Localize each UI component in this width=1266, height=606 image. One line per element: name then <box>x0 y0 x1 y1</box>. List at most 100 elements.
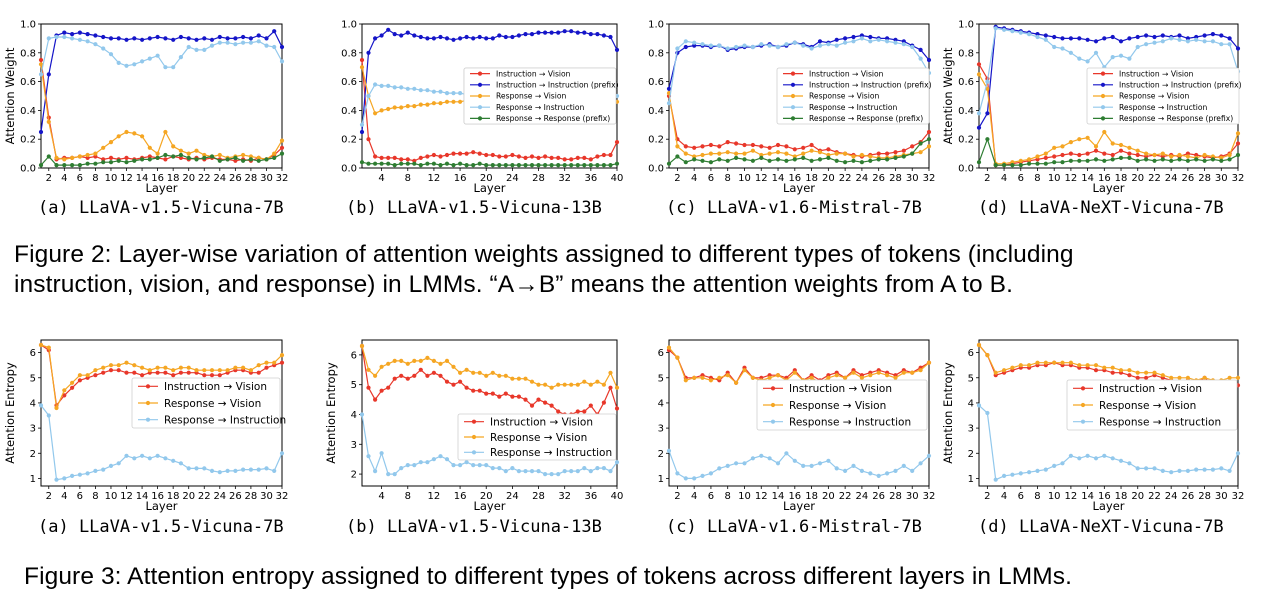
data-point <box>759 155 764 160</box>
data-point <box>46 119 51 124</box>
x-tick-label: 8 <box>405 173 411 184</box>
data-point <box>543 382 548 387</box>
data-point <box>1110 456 1115 461</box>
data-point <box>1052 154 1057 159</box>
data-point <box>233 158 238 163</box>
data-point <box>1219 466 1224 471</box>
data-point <box>116 363 121 368</box>
data-point <box>543 400 548 405</box>
data-point <box>386 385 391 390</box>
data-point <box>1135 152 1140 158</box>
legend-box <box>463 67 617 125</box>
data-point <box>503 373 508 378</box>
data-point <box>1160 373 1165 378</box>
data-point <box>464 163 469 168</box>
x-tick-label: 6 <box>708 173 714 184</box>
series-line <box>668 450 930 479</box>
data-point <box>536 469 541 474</box>
x-tick-label: 24 <box>213 491 226 502</box>
data-point <box>759 42 764 47</box>
data-point <box>1018 163 1023 168</box>
data-point <box>464 385 469 390</box>
x-tick-label: 6 <box>77 173 83 184</box>
data-point <box>675 46 680 51</box>
legend-box <box>1066 379 1238 431</box>
x-tick-label: 30 <box>260 173 273 184</box>
data-point <box>451 382 456 387</box>
data-point <box>759 152 764 158</box>
data-point <box>859 468 865 473</box>
data-point <box>1077 363 1082 368</box>
x-tick-label: 14 <box>772 491 785 502</box>
data-point <box>817 43 823 48</box>
data-point <box>147 157 152 162</box>
data-point <box>225 40 230 45</box>
legend-label: Response → Vision <box>1099 400 1196 412</box>
series-line <box>361 59 618 162</box>
data-point <box>588 403 593 408</box>
data-point <box>767 375 772 380</box>
data-point <box>186 36 191 41</box>
x-tick-label: 8 <box>725 173 731 184</box>
data-point <box>523 163 528 168</box>
data-point <box>399 466 404 471</box>
data-point <box>108 140 114 145</box>
data-point <box>458 463 463 468</box>
series-instruction_instruction <box>359 27 620 135</box>
data-point <box>379 388 384 393</box>
data-point <box>202 155 207 160</box>
data-point <box>248 467 253 472</box>
figure2-caption-line1: Layer-wise variation of attention weight… <box>118 241 1074 268</box>
data-point <box>1110 34 1115 40</box>
data-point <box>202 47 207 53</box>
data-point <box>1027 157 1032 162</box>
y-tick-label: 0.4 <box>341 106 357 117</box>
y-tick-label: 0.6 <box>648 77 664 88</box>
data-point <box>1135 34 1140 40</box>
data-point <box>431 152 436 158</box>
data-point <box>1010 163 1015 168</box>
data-point <box>1144 466 1149 471</box>
data-point <box>885 471 890 476</box>
data-point <box>1160 33 1165 38</box>
data-point <box>359 160 365 165</box>
y-tick-label: 6 <box>658 348 664 359</box>
data-point <box>202 373 207 378</box>
y-tick-label: 0.6 <box>341 77 357 88</box>
data-point <box>451 99 456 104</box>
data-point <box>588 31 593 37</box>
data-point <box>1043 467 1048 472</box>
x-axis-label: Layer <box>1092 181 1124 195</box>
data-point <box>171 144 176 149</box>
x-tick-label: 10 <box>105 491 118 502</box>
legend-label: Instruction → Vision <box>1099 383 1202 395</box>
data-point <box>692 476 697 481</box>
data-point <box>256 363 261 368</box>
data-point <box>717 43 722 48</box>
data-point <box>1043 155 1048 160</box>
data-point <box>1169 158 1174 163</box>
data-point <box>147 56 152 61</box>
legend: Instruction → Vision Response → Vision Res… <box>756 379 928 431</box>
legend-label: Response → Vision <box>789 400 886 412</box>
data-point <box>178 152 183 158</box>
data-point <box>217 34 222 40</box>
data-point <box>834 37 839 42</box>
data-point <box>405 86 410 91</box>
data-point <box>399 105 404 110</box>
legend-label: Response → Vision <box>490 432 587 444</box>
data-point <box>1210 31 1215 37</box>
y-tick-label: 0.4 <box>648 106 664 117</box>
series-line <box>40 30 283 133</box>
data-point <box>510 152 515 158</box>
data-point <box>1118 458 1124 463</box>
data-point <box>359 122 365 127</box>
data-point <box>543 154 548 159</box>
data-point <box>484 36 489 41</box>
x-tick-label: 32 <box>558 173 571 184</box>
data-point <box>241 467 246 472</box>
data-point <box>1160 468 1165 473</box>
data-point <box>1118 39 1124 44</box>
series-response_instruction <box>666 36 932 106</box>
data-point <box>405 376 410 381</box>
